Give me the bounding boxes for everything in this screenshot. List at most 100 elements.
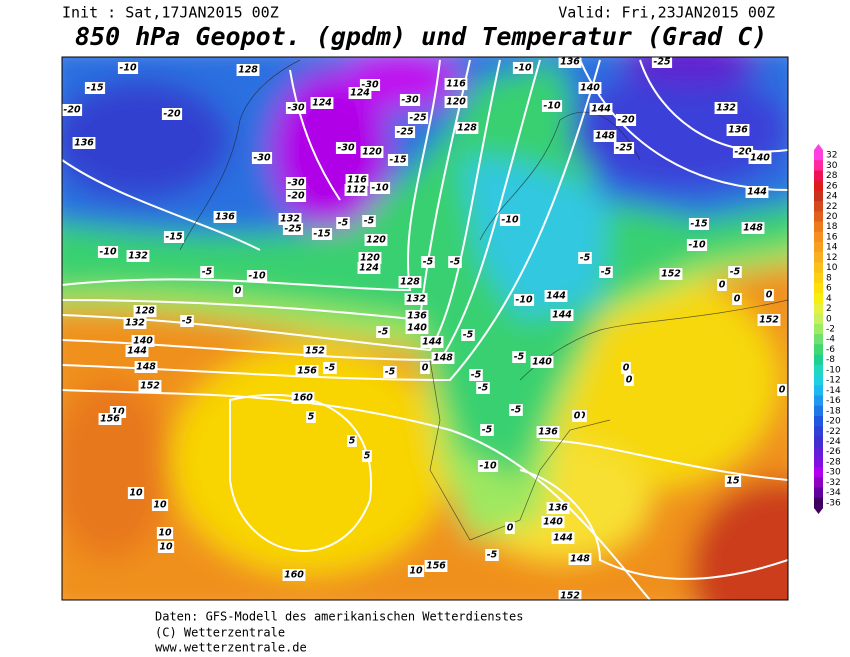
colorbar-swatch (814, 293, 823, 304)
contour-label-box (407, 565, 425, 577)
contour-label: 132 (125, 318, 145, 329)
contour-label: 152 (140, 381, 160, 392)
contour-label: -5 (511, 405, 522, 416)
contour-label-box (505, 522, 515, 534)
contour-label: -30 (337, 143, 355, 154)
contour-label: -5 (182, 316, 193, 327)
contour-label: 144 (552, 310, 572, 321)
contour-label: 152 (759, 315, 779, 326)
colorbar-swatch (814, 436, 823, 448)
contour-label-box (311, 228, 333, 240)
contour-label-box (336, 217, 350, 229)
colorbar-swatch (814, 272, 823, 284)
contour-label-box (544, 290, 568, 302)
colorbar-swatch (814, 354, 823, 366)
contour-label: 136 (560, 57, 580, 68)
contour-label: 148 (743, 223, 763, 234)
contour-label-box (291, 392, 315, 404)
contour-label-box (131, 335, 155, 347)
contour-label-box (624, 374, 634, 386)
contour-label: 156 (297, 366, 317, 377)
contour-label-box (541, 100, 563, 112)
contour-label-box (546, 502, 570, 514)
contour-label-box (405, 310, 429, 322)
contour-label: -5 (385, 367, 396, 378)
contour-label: -5 (601, 267, 612, 278)
contour-label: 152 (305, 346, 325, 357)
contour-label-box (358, 252, 382, 264)
contour-label: 116 (347, 175, 367, 186)
contour-label: 10 (159, 542, 173, 553)
contour-label-box (348, 87, 372, 99)
contour-label: -20 (63, 105, 81, 116)
contour-label: 128 (238, 65, 258, 76)
colorbar-label: -24 (826, 437, 841, 447)
contour-label-box (405, 322, 429, 334)
colorbar-swatch (814, 201, 823, 212)
contour-label: -30 (287, 103, 305, 114)
contour-label: -5 (478, 383, 489, 394)
contour-label-box (558, 57, 582, 68)
contour-label-box (126, 250, 150, 262)
contour-label: -15 (86, 83, 104, 94)
contour-label: 160 (293, 393, 313, 404)
contour-label: 148 (570, 554, 590, 565)
colorbar-label: 14 (826, 243, 838, 253)
contour-label-box (161, 108, 183, 120)
colorbar-swatch (814, 221, 823, 233)
colorbar-label: 8 (826, 273, 832, 283)
contour-label: 0 (766, 290, 773, 301)
contour-label-box (480, 424, 494, 436)
colorbar-label: -26 (826, 447, 841, 457)
colorbar-swatch (814, 170, 823, 182)
contour-label-box (513, 294, 535, 306)
contour-label: -25 (409, 113, 427, 124)
contour-label-box (558, 590, 582, 600)
contour-label-box (251, 152, 273, 164)
contour-label-box (310, 97, 334, 109)
contour-label: 0 (719, 280, 726, 291)
contour-label-box (613, 142, 635, 154)
contour-label-box (424, 560, 448, 572)
contour-label: 144 (422, 337, 442, 348)
colorbar-label: 10 (826, 263, 838, 273)
contour-label-box (509, 404, 523, 416)
contour-label: -5 (514, 352, 525, 363)
colorbar-swatch (814, 487, 823, 499)
contour-label-box (745, 186, 769, 198)
contour-label-box (233, 285, 243, 297)
contour-label: -5 (423, 257, 434, 268)
contour-label: -30 (287, 178, 305, 189)
contour-label-box (138, 380, 162, 392)
contour-label-box (345, 174, 369, 186)
contour-label: -5 (378, 327, 389, 338)
contour-label-box (577, 410, 587, 422)
contour-label: 10 (409, 566, 423, 577)
colorbar-swatch (814, 262, 823, 274)
contour-label-box (97, 246, 119, 258)
contour-label-box (133, 305, 157, 317)
contour-label-box (741, 222, 765, 234)
contour-label: 10 (111, 407, 125, 418)
contour-label: -30 (361, 80, 379, 91)
contour-label: 140 (750, 153, 770, 164)
contour-label: 148 (136, 362, 156, 373)
contour-label: -15 (165, 232, 183, 243)
contour-label: 120 (366, 235, 386, 246)
contour-label: -5 (202, 267, 213, 278)
colorbar-swatch (814, 282, 823, 294)
contour-label-box (117, 62, 139, 74)
contour-label-box (236, 64, 260, 76)
contour-label-box (306, 411, 316, 423)
colorbar-swatch (814, 190, 823, 202)
contour-label-box (84, 82, 106, 94)
contour-label: -10 (515, 295, 533, 306)
colorbar-label: -10 (826, 365, 841, 375)
contour-label: 156 (426, 561, 446, 572)
contour-label-box (757, 314, 781, 326)
contour-label: -10 (371, 183, 389, 194)
contour-label: 10 (153, 500, 167, 511)
contour-label-box (726, 124, 750, 136)
contour-label: 140 (580, 83, 600, 94)
